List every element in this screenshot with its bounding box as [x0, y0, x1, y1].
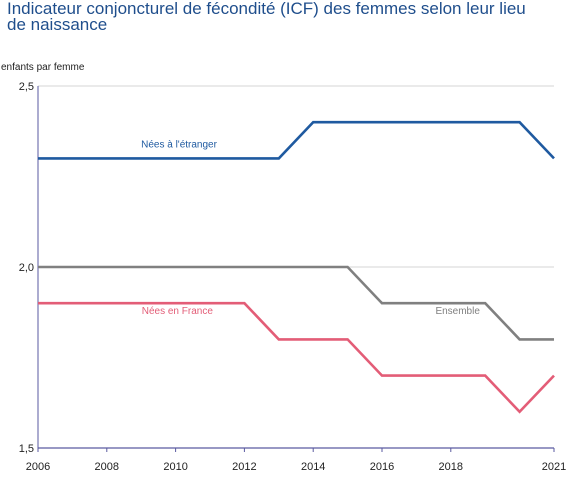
series-label: Nées en France [142, 306, 214, 317]
x-tick-label: 2021 [542, 461, 566, 473]
x-tick-label: 2010 [163, 461, 187, 473]
series-line [38, 265, 554, 341]
y-tick-label: 2,5 [19, 81, 34, 93]
series-line [38, 120, 555, 160]
series-line [38, 301, 555, 414]
series-label: Nées à l'étranger [141, 140, 218, 151]
x-tick-label: 2008 [95, 461, 119, 473]
series-label: Ensemble [435, 306, 480, 317]
x-tick-label: 2016 [370, 461, 394, 473]
chart-title: Indicateur conjoncturel de fécondité (IC… [7, 0, 526, 34]
y-axis-label: enfants par femme [1, 62, 85, 73]
x-tick-label: 2006 [26, 461, 50, 473]
y-tick-label: 1,5 [19, 443, 34, 455]
x-tick-label: 2014 [301, 461, 325, 473]
x-tick-label: 2018 [439, 461, 463, 473]
x-tick-label: 2012 [232, 461, 256, 473]
y-tick-label: 2,0 [19, 262, 34, 274]
